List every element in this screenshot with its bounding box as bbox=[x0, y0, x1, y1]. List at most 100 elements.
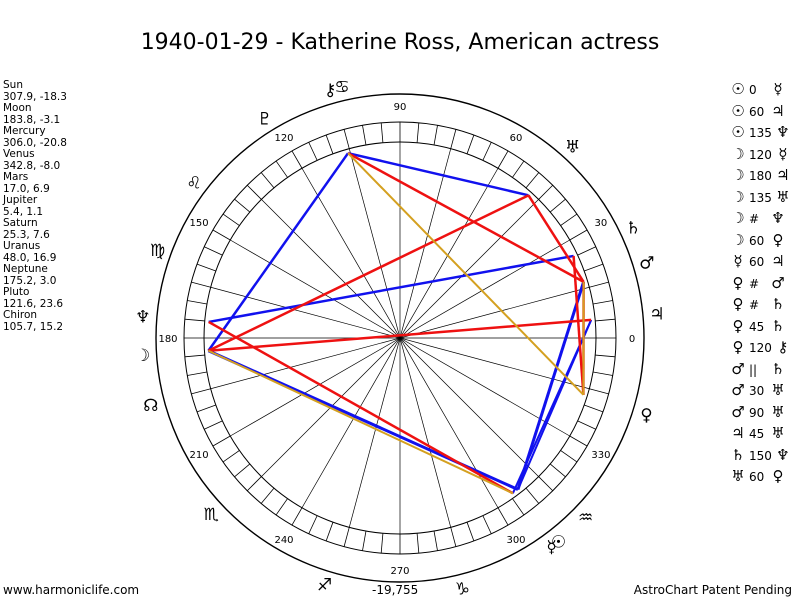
aspect-type: 45 bbox=[749, 427, 765, 441]
aspect-type: 60 bbox=[749, 255, 765, 269]
degree-tick bbox=[291, 150, 303, 169]
aspect-line bbox=[347, 152, 585, 283]
aspect-type: 120 bbox=[749, 147, 772, 162]
degree-tick bbox=[260, 487, 275, 504]
aspect-planet-2-icon: ☿ bbox=[773, 80, 783, 98]
degree-tick bbox=[380, 122, 384, 143]
aspect-planet-1-icon: ☽ bbox=[731, 209, 745, 227]
aspect-planet-1-icon: ♄ bbox=[731, 445, 745, 464]
aspect-type: # bbox=[749, 298, 760, 312]
aspect-row: ☽ 60 ♀ bbox=[727, 230, 794, 252]
chart-glyph-icon: ♇ bbox=[257, 109, 272, 129]
aspect-planet-1-icon: ☽ bbox=[731, 230, 745, 249]
aspect-planet-1-icon: ♅ bbox=[731, 467, 745, 485]
aspect-planet-1-icon: ♃ bbox=[731, 424, 745, 442]
degree-tick bbox=[191, 388, 211, 395]
aspect-planet-2-icon: ♄ bbox=[771, 316, 785, 335]
chart-glyph-icon: ♃ bbox=[649, 305, 664, 325]
degree-tick bbox=[584, 404, 604, 413]
chart-glyph-icon: ♍ bbox=[150, 241, 165, 261]
aspect-type: 30 bbox=[749, 384, 765, 398]
planet-name: Saturn bbox=[3, 217, 38, 229]
planet-position: 25.3, 7.6 bbox=[3, 228, 50, 241]
ring-degree-label: 330 bbox=[591, 450, 610, 461]
degree-tick bbox=[569, 229, 588, 241]
aspect-line bbox=[208, 318, 592, 352]
degree-tick bbox=[222, 213, 240, 226]
spoke-line bbox=[210, 286, 590, 390]
degree-tick bbox=[196, 263, 216, 272]
degree-tick bbox=[196, 404, 216, 413]
chart-glyph-icon: ♐ bbox=[317, 576, 332, 596]
aspect-planet-2-icon: ♆ bbox=[776, 123, 790, 141]
aspect-line bbox=[208, 254, 574, 324]
planet-name: Neptune bbox=[3, 263, 48, 275]
planet-name: Uranus bbox=[3, 240, 41, 252]
aspect-planet-2-icon: ♃ bbox=[771, 252, 785, 270]
degree-tick bbox=[380, 533, 384, 554]
degree-tick bbox=[275, 160, 288, 178]
aspect-row: ☿ 60 ♃ bbox=[727, 251, 794, 273]
degree-tick bbox=[560, 450, 578, 463]
degree-tick bbox=[595, 318, 616, 322]
degree-tick bbox=[592, 300, 613, 305]
aspect-planet-1-icon: ☉ bbox=[731, 123, 745, 141]
footer-credit: AstroChart Patent Pending bbox=[633, 583, 792, 597]
degree-tick bbox=[184, 318, 205, 322]
degree-tick bbox=[325, 134, 334, 154]
planet-name: Pluto bbox=[3, 286, 30, 298]
aspect-line bbox=[347, 151, 529, 197]
aspect-planet-2-icon: ♅ bbox=[771, 381, 785, 399]
degree-tick bbox=[433, 530, 438, 551]
planet-position: 307.9, -18.3 bbox=[3, 90, 67, 103]
degree-tick bbox=[260, 172, 275, 189]
degree-tick bbox=[482, 142, 492, 161]
aspect-row: ☽ # ♆ bbox=[727, 208, 794, 230]
degree-tick bbox=[589, 281, 609, 288]
ring-degree-label: 150 bbox=[190, 218, 209, 229]
aspect-row: ♂ || ♄ bbox=[727, 359, 794, 381]
degree-tick bbox=[595, 354, 616, 358]
degree-tick bbox=[466, 522, 475, 542]
aspect-planet-1-icon: ♀ bbox=[732, 273, 744, 292]
aspect-line bbox=[207, 152, 350, 352]
degree-tick bbox=[343, 129, 350, 149]
aspect-planet-1-icon: ☉ bbox=[731, 80, 745, 98]
degree-tick bbox=[362, 530, 367, 551]
aspect-line bbox=[572, 255, 585, 395]
degree-tick bbox=[538, 476, 554, 492]
degree-tick bbox=[191, 281, 211, 288]
ring-degree-label: 240 bbox=[274, 535, 293, 546]
planet-name: Venus bbox=[3, 148, 35, 160]
aspect-row: ♄ 150 ♆ bbox=[727, 445, 794, 467]
aspect-type: 150 bbox=[749, 448, 772, 463]
aspect-row: ♅ 60 ♀ bbox=[727, 466, 794, 488]
chart-glyph-icon: ☽ bbox=[135, 346, 150, 366]
degree-tick bbox=[549, 463, 566, 478]
planet-name: Sun bbox=[3, 79, 23, 91]
ring-degree-label: 60 bbox=[510, 133, 523, 144]
aspect-planet-2-icon: ♄ bbox=[771, 295, 785, 313]
degree-tick bbox=[482, 515, 492, 534]
aspect-row: ♂ 90 ♅ bbox=[727, 402, 794, 424]
aspect-type: # bbox=[749, 212, 760, 226]
chart-glyph-icon: ♑ bbox=[455, 579, 470, 599]
chart-title: 1940-01-29 - Katherine Ross, American ac… bbox=[140, 30, 660, 55]
degree-tick bbox=[450, 129, 457, 149]
aspect-type: 60 bbox=[749, 233, 765, 248]
aspect-planet-1-icon: ☿ bbox=[733, 252, 743, 270]
planet-name: Mercury bbox=[3, 125, 46, 137]
degree-tick bbox=[212, 229, 231, 241]
aspect-planet-2-icon: ♀ bbox=[772, 467, 784, 485]
aspect-planet-2-icon: ♃ bbox=[771, 101, 785, 120]
ring-degree-label: 270 bbox=[390, 566, 409, 577]
aspect-row: ♂ 30 ♅ bbox=[727, 380, 794, 402]
planet-position: 342.8, -8.0 bbox=[3, 159, 61, 172]
chart-glyph-icon: ♆ bbox=[135, 307, 150, 327]
aspect-planet-1-icon: ☽ bbox=[731, 144, 745, 163]
aspect-row: ♀ # ♄ bbox=[727, 294, 794, 316]
aspect-planet-2-icon: ♅ bbox=[776, 187, 790, 206]
ring-degree-label: 120 bbox=[274, 133, 293, 144]
degree-tick bbox=[589, 388, 609, 395]
degree-tick bbox=[204, 246, 223, 256]
